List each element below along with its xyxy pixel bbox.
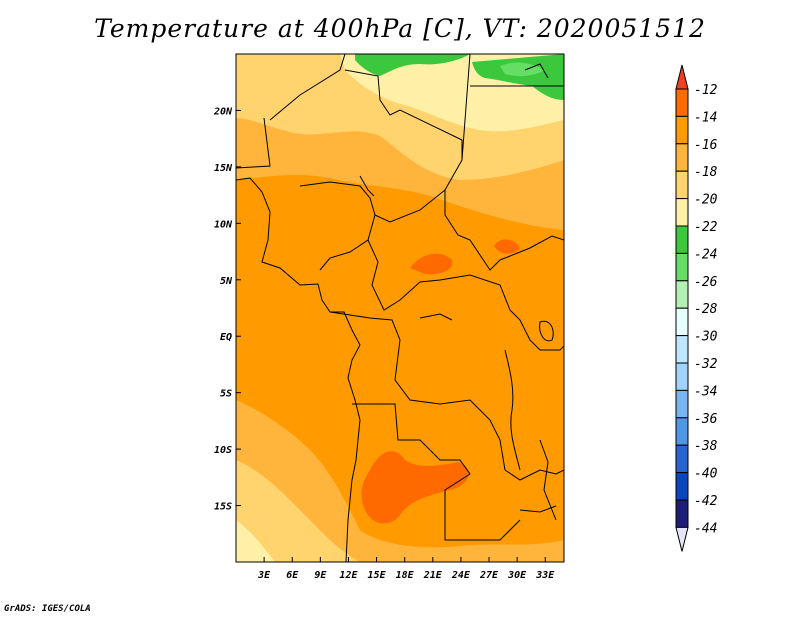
field-band-20-22-southwest [236,520,275,562]
lat-tick-label: 5S [220,389,232,400]
colorbar-label: -12 [694,83,718,98]
field-band-22-24-north [355,54,470,76]
lat-tick-label: EQ [220,332,232,343]
country-borders [236,54,564,562]
border-angola-zambia [352,403,521,541]
coastline-west [236,177,361,562]
lat-tick-label: 10S [214,445,232,456]
lon-tick-label: 21E [423,570,443,581]
field-band-16-18-south [236,400,564,562]
field-band-18-20-southwest [236,460,360,562]
border-chad-sudan [374,188,501,271]
temperature-field [236,54,564,562]
border-libya-egypt [461,54,471,161]
colorbar-swatch [675,280,689,309]
field-band-12-14-central [410,253,453,275]
colorbar-swatch [675,307,689,337]
colorbar-swatch [675,362,689,391]
colorbar-label: -36 [694,412,718,427]
colorbar-swatch [675,472,689,501]
lon-tick-label: 30E [507,570,527,581]
colorbar-swatch [675,335,689,364]
colorbar-label: -42 [694,494,718,509]
colorbar-swatch [675,417,689,446]
lon-tick-label: 12E [339,570,358,581]
colorbar-swatch [675,252,689,282]
colorbar-label: -18 [694,165,718,180]
map-frame [235,53,565,563]
border-tanzania-malawi [504,469,564,481]
colorbar-swatch [675,88,689,117]
nile-delta [524,63,549,79]
colorbar-label: -34 [694,384,717,399]
colorbar-swatch [675,389,689,419]
river-congo [419,313,453,321]
lon-tick-label: 33E [535,570,555,581]
border-south-sudan [499,235,564,261]
lon-tick-label: 9E [314,570,327,581]
border-mozambique [519,505,557,513]
colorbar-label: -38 [694,439,718,454]
colorbar-label: -22 [694,220,718,235]
lon-tick-label: 15E [368,570,387,581]
colorbar-swatch [675,170,689,200]
lat-tick-label: 5N [220,276,233,287]
colorbar-label: -20 [694,193,718,208]
field-band-12-14-south [361,451,469,524]
longitude-axis: 3E 6E 9E 12E 15E 18E 21E 24E 27E 30E 33E [257,557,555,581]
colorbar-label: -44 [694,521,717,536]
colorbar-swatch [675,143,689,172]
colorbar-label: -40 [694,467,718,482]
colorbar-swatch [675,198,689,227]
colorbar-swatch [675,225,689,254]
colorbar-label: -28 [694,302,718,317]
colorbar-label: -16 [694,138,718,153]
colorbar-top-arrow [675,64,689,90]
lake-malawi [539,439,557,521]
colorbar: -12 -14 -16 -18 -20 -22 -24 -26 -28 -30 -32 -34 -36 -… [675,64,718,552]
border-car-drc [367,239,511,311]
colorbar-label: -30 [694,330,718,345]
lon-tick-label: 3E [257,570,271,581]
lake-chad [359,175,375,197]
colorbar-swatch [675,499,689,528]
colorbar-label: -14 [694,110,717,125]
lat-tick-label: 15S [214,502,232,513]
lon-tick-label: 24E [451,570,471,581]
lon-tick-label: 27E [479,570,499,581]
colorbar-label: -24 [694,247,717,262]
border-congo-drc-angola [329,311,506,471]
grads-credit: GrADS: IGES/COLA [4,604,91,614]
lat-tick-label: 20N [213,106,233,117]
lon-tick-label: 18E [396,570,415,581]
colorbar-swatch [675,115,689,145]
lake-victoria [539,320,554,342]
colorbar-label: -26 [694,275,718,290]
colorbar-swatch [675,444,689,474]
colorbar-bottom-arrow [675,526,689,552]
border-algeria-mali [269,54,346,121]
field-band-12-14-east [494,239,520,254]
border-west-africa [236,117,271,169]
latitude-axis: 20N 15N 10N 5N EQ 5S 10S 15S [213,106,241,513]
border-uganda-kenya [509,309,564,351]
lat-tick-label: 10N [214,219,233,230]
chart-title: Temperature at 400hPa [C], VT: 202005151… [94,14,706,43]
colorbar-label: -32 [694,357,718,372]
lake-tanganyika [504,349,521,471]
lon-tick-label: 6E [286,570,299,581]
field-band-24-26-northeast [500,62,545,77]
lat-tick-label: 15N [214,163,233,174]
